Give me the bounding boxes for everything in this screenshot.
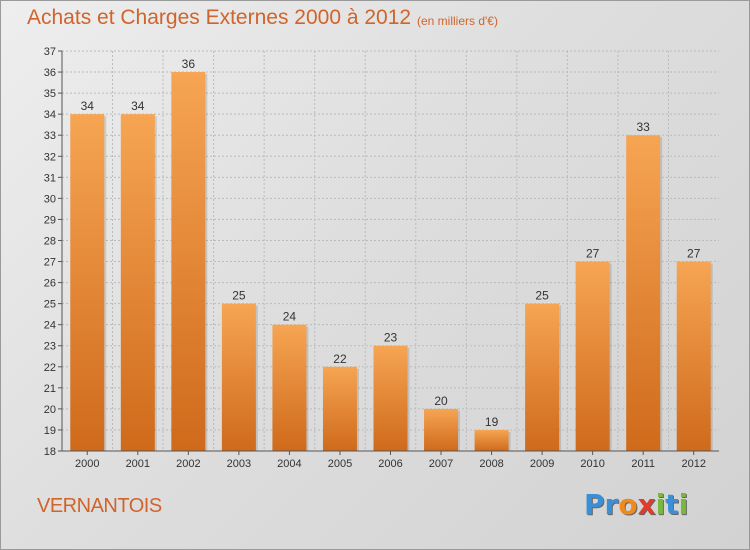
y-tick-label: 33 [44,130,56,142]
y-tick-label: 32 [44,151,56,163]
y-tick-label: 24 [44,320,56,332]
y-tick-label: 37 [44,46,56,58]
logo-letter: x [637,488,656,521]
x-tick-label: 2012 [681,458,705,470]
bar-value-label: 24 [283,310,297,324]
bar-value-label: 27 [586,247,600,261]
bar [626,135,661,452]
chart-subtitle: (en milliers d'€) [417,14,498,28]
x-tick-label: 2006 [378,458,402,470]
bar-value-label: 36 [182,57,196,71]
x-tick-label: 2002 [176,458,200,470]
logo-letter: o [618,488,638,521]
logo-letter: i [678,488,689,521]
y-tick-label: 36 [44,67,56,79]
x-tick-label: 2011 [631,458,655,470]
x-tick-label: 2008 [479,458,503,470]
bar-value-label: 25 [232,289,246,303]
axes [58,50,719,455]
labels: 18 19 20 21 22 23 24 25 26 27 28 29 30 31 32 33 34 35 36 37… [44,46,706,470]
bar [474,429,509,451]
bar [676,261,711,451]
y-tick-label: 30 [44,193,56,205]
bar [272,324,307,451]
y-tick-label: 21 [44,383,56,395]
y-tick-label: 25 [44,299,56,311]
x-tick-label: 2010 [580,458,604,470]
bar [424,408,459,451]
bar-value-label: 20 [434,394,448,408]
y-tick-label: 31 [44,172,56,184]
logo-letter: i [655,488,666,521]
bar [525,303,560,451]
bar-value-label: 33 [637,120,651,134]
bar [575,261,610,451]
y-tick-label: 34 [44,109,56,121]
bar [373,345,408,451]
chart-title: Achats et Charges Externes 2000 à 2012 [27,6,412,29]
bar-value-label: 23 [384,331,398,345]
x-tick-label: 2001 [126,458,150,470]
y-tick-label: 28 [44,235,56,247]
bar [221,303,256,451]
y-tick-label: 26 [44,278,56,290]
y-tick-label: 27 [44,257,56,269]
y-tick-label: 19 [44,425,56,437]
x-tick-label: 2009 [530,458,554,470]
bar-value-label: 27 [687,247,701,261]
x-tick-label: 2000 [75,458,99,470]
y-tick-label: 20 [44,404,56,416]
y-tick-label: 18 [44,446,56,458]
location-label: VERNANTOIS [37,495,162,517]
bar-value-label: 34 [131,99,145,113]
x-tick-label: 2007 [429,458,453,470]
y-tick-label: 22 [44,362,56,374]
logo-letter: P [584,488,605,521]
logo-letter: r [604,488,619,521]
y-tick-label: 35 [44,88,56,100]
y-tick-label: 29 [44,214,56,226]
bar-value-label: 34 [81,99,95,113]
x-tick-label: 2003 [227,458,251,470]
bar-value-label: 25 [535,289,549,303]
bars [70,72,713,452]
bar [171,72,206,451]
bar-value-label: 19 [485,415,499,429]
bar [70,114,105,451]
x-tick-label: 2004 [277,458,301,470]
logo-letter: t [665,488,679,521]
bar [322,366,357,451]
proxiti-logo[interactable]: Proxiti [584,488,688,521]
x-tick-label: 2005 [328,458,352,470]
bar-value-label: 22 [333,352,347,366]
bar [120,114,155,451]
y-tick-label: 23 [44,341,56,353]
